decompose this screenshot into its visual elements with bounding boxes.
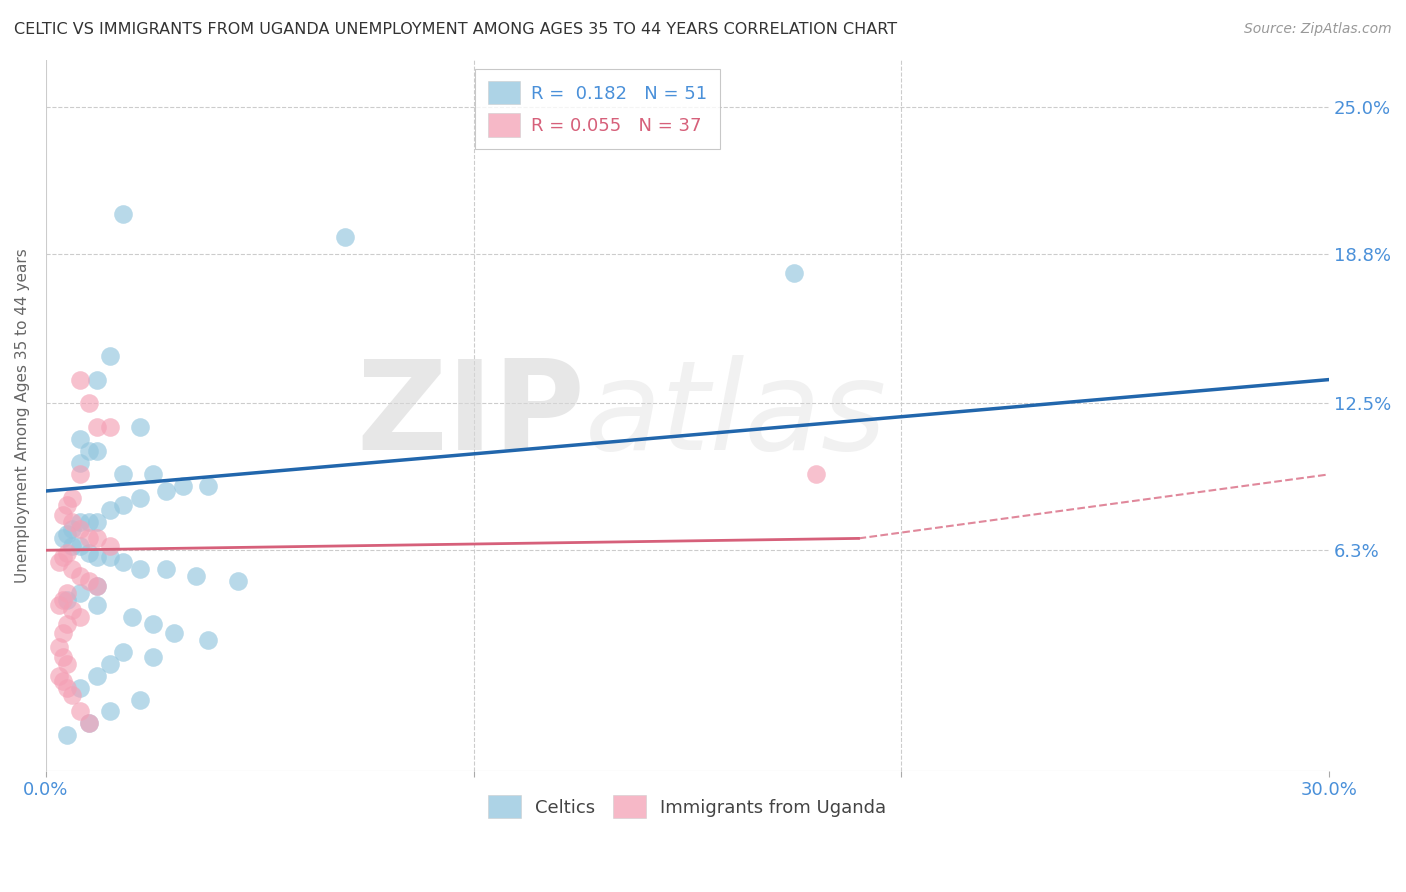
Point bbox=[783, 266, 806, 280]
Point bbox=[142, 467, 165, 482]
Point bbox=[60, 515, 83, 529]
Point bbox=[86, 515, 108, 529]
Point bbox=[86, 598, 108, 612]
Point bbox=[69, 681, 91, 695]
Point bbox=[56, 728, 79, 742]
Point bbox=[86, 579, 108, 593]
Point bbox=[197, 479, 219, 493]
Point bbox=[69, 609, 91, 624]
Point bbox=[60, 539, 83, 553]
Point bbox=[129, 420, 152, 434]
Point bbox=[98, 349, 121, 363]
Point bbox=[163, 626, 186, 640]
Point bbox=[60, 562, 83, 576]
Point bbox=[86, 443, 108, 458]
Point bbox=[129, 562, 152, 576]
Point bbox=[77, 396, 100, 410]
Y-axis label: Unemployment Among Ages 35 to 44 years: Unemployment Among Ages 35 to 44 years bbox=[15, 248, 30, 582]
Point bbox=[69, 586, 91, 600]
Point bbox=[335, 230, 357, 244]
Point bbox=[69, 456, 91, 470]
Point bbox=[56, 498, 79, 512]
Point bbox=[56, 526, 79, 541]
Point bbox=[86, 550, 108, 565]
Point bbox=[804, 467, 827, 482]
Point bbox=[52, 673, 75, 688]
Point bbox=[142, 616, 165, 631]
Point bbox=[69, 373, 91, 387]
Point bbox=[77, 574, 100, 588]
Text: ZIP: ZIP bbox=[356, 355, 585, 475]
Point bbox=[56, 657, 79, 671]
Point bbox=[77, 443, 100, 458]
Point bbox=[69, 515, 91, 529]
Point bbox=[52, 550, 75, 565]
Point bbox=[52, 649, 75, 664]
Legend: Celtics, Immigrants from Uganda: Celtics, Immigrants from Uganda bbox=[481, 788, 894, 826]
Point bbox=[172, 479, 194, 493]
Point bbox=[111, 467, 134, 482]
Point bbox=[86, 373, 108, 387]
Point bbox=[69, 705, 91, 719]
Point bbox=[184, 569, 207, 583]
Point bbox=[60, 522, 83, 536]
Point bbox=[56, 546, 79, 560]
Point bbox=[48, 598, 70, 612]
Point bbox=[77, 546, 100, 560]
Point bbox=[69, 467, 91, 482]
Point bbox=[52, 593, 75, 607]
Point bbox=[52, 508, 75, 522]
Point bbox=[98, 503, 121, 517]
Point bbox=[77, 532, 100, 546]
Point bbox=[60, 688, 83, 702]
Point bbox=[98, 420, 121, 434]
Point bbox=[86, 579, 108, 593]
Point bbox=[111, 498, 134, 512]
Text: CELTIC VS IMMIGRANTS FROM UGANDA UNEMPLOYMENT AMONG AGES 35 TO 44 YEARS CORRELAT: CELTIC VS IMMIGRANTS FROM UGANDA UNEMPLO… bbox=[14, 22, 897, 37]
Text: atlas: atlas bbox=[585, 355, 887, 475]
Point bbox=[155, 562, 177, 576]
Point bbox=[228, 574, 250, 588]
Point bbox=[142, 649, 165, 664]
Point bbox=[111, 207, 134, 221]
Point bbox=[129, 491, 152, 505]
Point bbox=[69, 432, 91, 446]
Point bbox=[98, 539, 121, 553]
Point bbox=[48, 669, 70, 683]
Point bbox=[98, 550, 121, 565]
Point bbox=[155, 483, 177, 498]
Point bbox=[48, 555, 70, 569]
Point bbox=[98, 705, 121, 719]
Point bbox=[111, 645, 134, 659]
Point bbox=[60, 491, 83, 505]
Point bbox=[69, 522, 91, 536]
Point bbox=[129, 692, 152, 706]
Point bbox=[86, 532, 108, 546]
Point bbox=[56, 681, 79, 695]
Point bbox=[52, 626, 75, 640]
Point bbox=[56, 593, 79, 607]
Point bbox=[48, 640, 70, 655]
Point bbox=[56, 586, 79, 600]
Point bbox=[77, 716, 100, 731]
Point bbox=[56, 616, 79, 631]
Point bbox=[121, 609, 143, 624]
Point bbox=[77, 716, 100, 731]
Point bbox=[197, 633, 219, 648]
Point bbox=[98, 657, 121, 671]
Point bbox=[69, 539, 91, 553]
Point bbox=[60, 602, 83, 616]
Text: Source: ZipAtlas.com: Source: ZipAtlas.com bbox=[1244, 22, 1392, 37]
Point bbox=[77, 515, 100, 529]
Point bbox=[111, 555, 134, 569]
Point bbox=[86, 669, 108, 683]
Point bbox=[52, 532, 75, 546]
Point bbox=[86, 420, 108, 434]
Point bbox=[69, 569, 91, 583]
